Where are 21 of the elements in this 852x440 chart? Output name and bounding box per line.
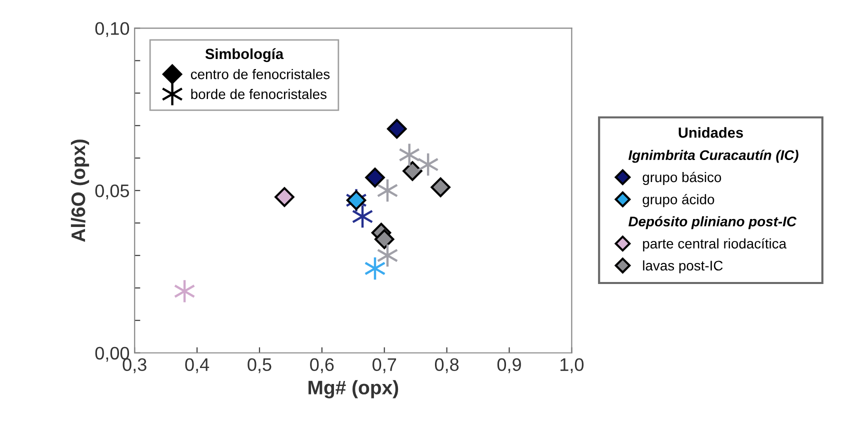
legend-label: lavas post-IC: [643, 260, 723, 274]
x-tick-label: 0,5: [248, 358, 272, 374]
x-tick-label: 0,8: [434, 358, 459, 374]
legend-label: parte central riodacítica: [643, 238, 786, 252]
y-tick-label: 0,10: [95, 22, 130, 38]
annotation: centro de fenocristales: [190, 69, 330, 80]
annotation: borde de fenocristales: [191, 88, 327, 100]
legend-label: grupo básico: [642, 172, 722, 185]
y-axis-title: Al/6O (opx): [70, 140, 90, 242]
y-tick-label: 0,05: [95, 184, 129, 200]
x-tick-label: 0,4: [185, 358, 210, 374]
legend-title: Unidades: [678, 127, 743, 138]
x-tick-label: 1,0: [560, 358, 584, 374]
text: Ignimbrita Curacautín (IC): [628, 150, 798, 163]
x-tick-label: 0,6: [310, 358, 334, 374]
x-tick-label: 0,7: [372, 358, 396, 374]
x-axis-title: Mg# (opx): [308, 380, 398, 398]
legend-label: grupo ácido: [642, 194, 714, 208]
text: Depósito pliniano post-IC: [628, 216, 797, 230]
annotation: Simbología: [205, 48, 284, 62]
x-tick-label: 0,9: [497, 358, 521, 374]
